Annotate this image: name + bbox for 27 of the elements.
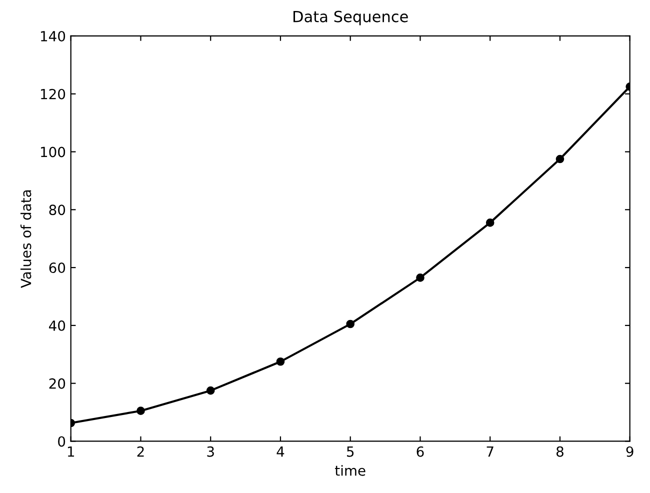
x-tick-label: 7 xyxy=(486,446,494,457)
y-tick-label: 120 xyxy=(41,88,66,100)
chart-title: Data Sequence xyxy=(294,10,408,26)
y-tick-label: 20 xyxy=(49,378,66,389)
x-tick-label: 1 xyxy=(68,446,74,457)
x-tick-label: 8 xyxy=(556,446,564,457)
y-tick-label: 80 xyxy=(49,204,66,216)
point xyxy=(486,218,494,227)
x-tick-label: 9 xyxy=(626,446,634,457)
point xyxy=(206,386,215,395)
point xyxy=(556,154,564,164)
x-tick-label: 2 xyxy=(137,446,144,457)
x-tick-label: 6 xyxy=(416,446,424,457)
point xyxy=(346,320,355,328)
point xyxy=(136,406,145,416)
point xyxy=(276,357,285,366)
x-axis-title: time xyxy=(335,465,366,476)
x-tick-label: 4 xyxy=(276,446,284,457)
x-tick-label: 3 xyxy=(207,446,214,457)
y-tick-label: 0 xyxy=(58,436,66,447)
y-tick-label: 100 xyxy=(41,146,66,158)
y-tick-label: 60 xyxy=(49,262,66,274)
point xyxy=(416,274,424,282)
y-axis-title: Values of data xyxy=(20,190,32,288)
y-tick-label: 40 xyxy=(48,320,66,331)
x-tick-label: 5 xyxy=(347,446,354,457)
y-tick-label: 140 xyxy=(41,30,66,42)
